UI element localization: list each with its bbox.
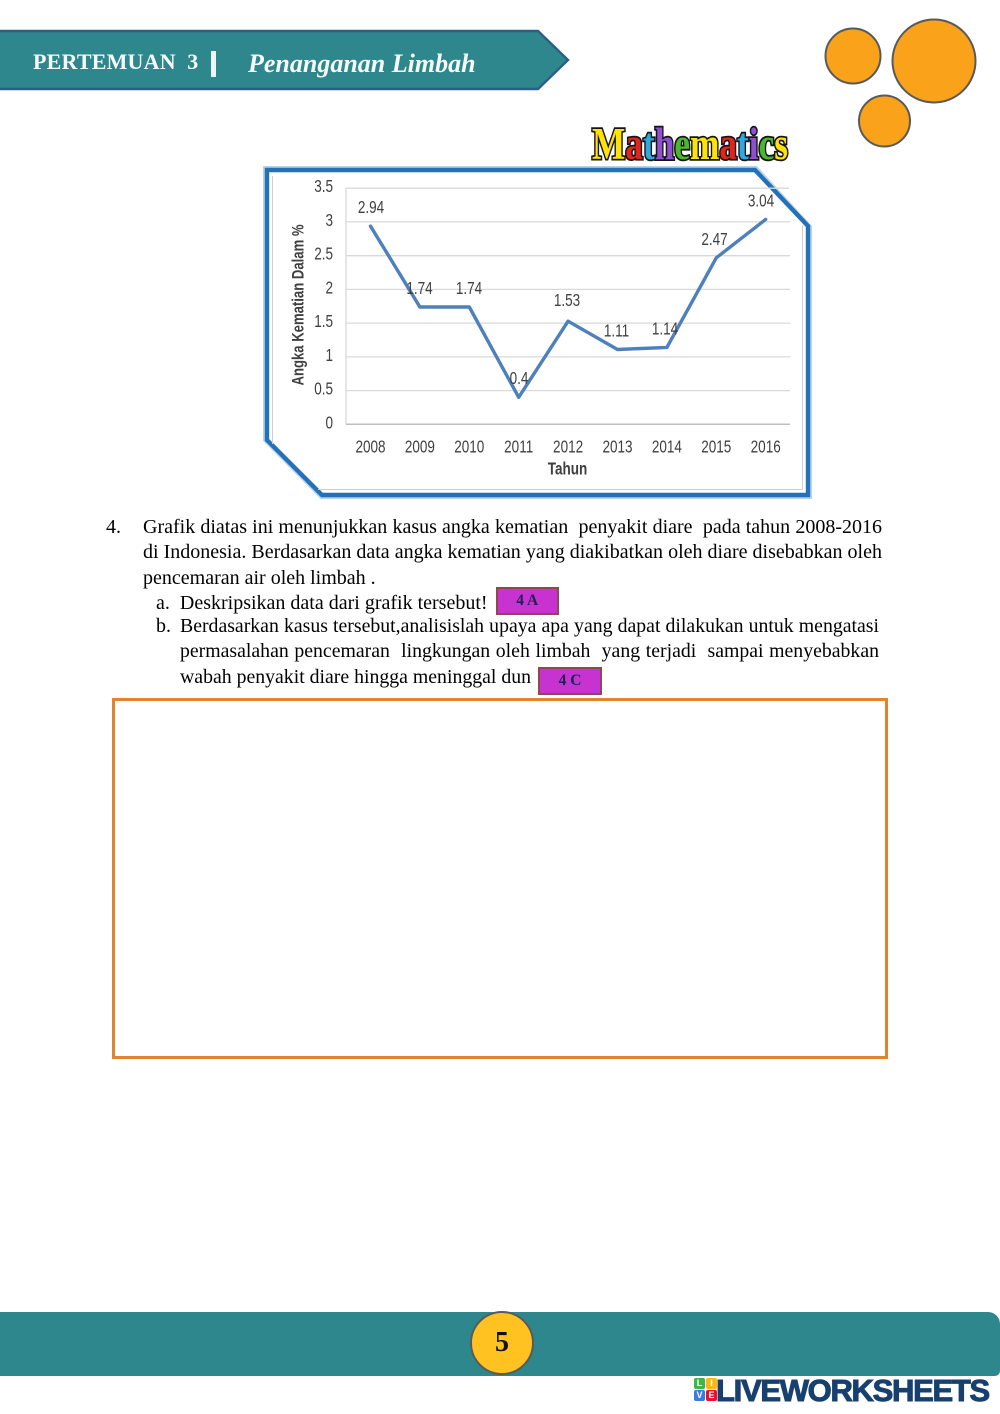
svg-text:1.74: 1.74: [456, 279, 482, 298]
svg-text:1.53: 1.53: [554, 291, 580, 310]
svg-text:0.5: 0.5: [314, 380, 333, 399]
svg-text:2.5: 2.5: [314, 245, 333, 264]
svg-text:Angka Kematian Dalam %: Angka Kematian Dalam %: [290, 224, 308, 385]
svg-text:Tahun: Tahun: [548, 460, 588, 479]
svg-text:1.11: 1.11: [604, 322, 629, 341]
svg-text:0: 0: [325, 414, 333, 433]
svg-text:2.94: 2.94: [358, 198, 384, 217]
svg-text:2013: 2013: [602, 438, 632, 457]
svg-text:0.4: 0.4: [510, 369, 529, 388]
svg-text:1.14: 1.14: [652, 320, 678, 339]
svg-text:2016: 2016: [751, 438, 781, 457]
svg-text:2009: 2009: [405, 438, 435, 457]
svg-text:1.5: 1.5: [314, 312, 333, 331]
svg-text:2010: 2010: [454, 438, 484, 457]
svg-text:1: 1: [325, 346, 333, 365]
svg-text:1.74: 1.74: [406, 279, 432, 298]
svg-text:2.47: 2.47: [701, 230, 727, 249]
svg-text:2014: 2014: [652, 438, 682, 457]
svg-text:2015: 2015: [701, 438, 731, 457]
svg-text:3.04: 3.04: [748, 192, 774, 211]
svg-text:2011: 2011: [504, 438, 533, 457]
svg-text:2008: 2008: [355, 438, 385, 457]
svg-text:3.5: 3.5: [314, 178, 333, 197]
svg-text:2012: 2012: [553, 438, 583, 457]
svg-text:2: 2: [325, 279, 333, 298]
svg-text:3: 3: [325, 211, 333, 230]
